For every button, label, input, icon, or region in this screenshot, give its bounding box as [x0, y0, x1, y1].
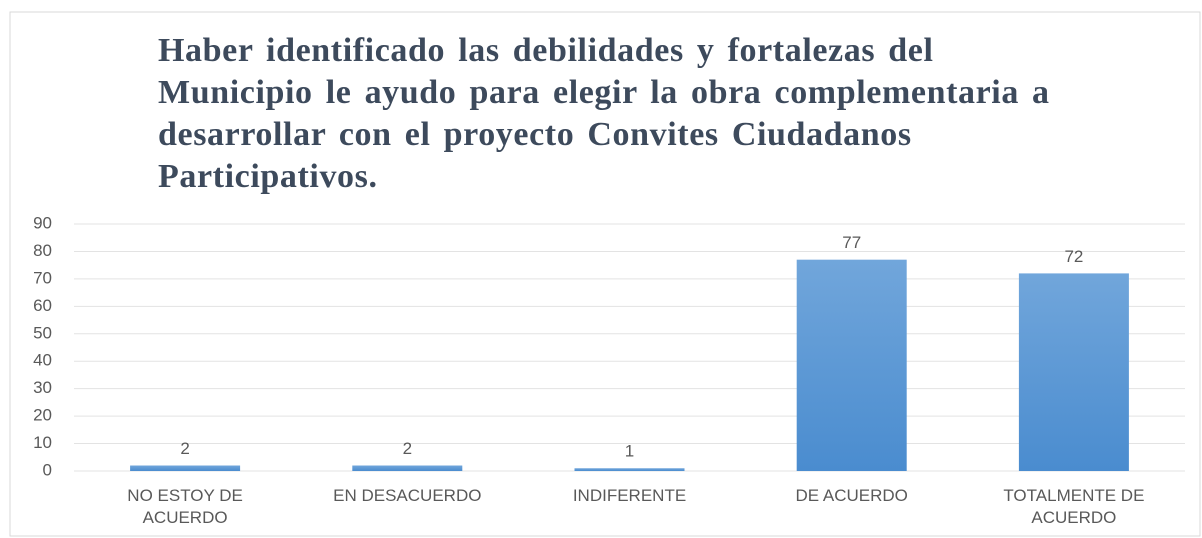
y-tick-label: 0 — [43, 460, 52, 479]
bar — [352, 465, 463, 471]
y-tick-label: 40 — [33, 351, 52, 370]
data-label: 2 — [403, 439, 412, 458]
bar — [130, 465, 241, 471]
y-tick-label: 90 — [33, 213, 52, 232]
x-tick-label: NO ESTOY DE ACUERDO — [127, 486, 243, 527]
data-label: 77 — [842, 233, 861, 252]
x-tick-label: INDIFERENTE — [572, 486, 687, 505]
data-label: 1 — [625, 442, 634, 461]
x-tick-label: TOTALMENTE DE ACUERDO — [1003, 486, 1145, 527]
chart-title: Haber identificado las debilidades y for… — [158, 32, 1050, 195]
bar — [574, 468, 685, 471]
x-tick-label: EN DESACUERDO — [333, 486, 482, 505]
y-tick-label: 10 — [33, 433, 52, 452]
y-tick-label: 80 — [33, 241, 52, 260]
data-label: 72 — [1064, 247, 1083, 266]
y-tick-label: 30 — [33, 378, 52, 397]
bar — [1018, 273, 1129, 471]
y-tick-label: 20 — [33, 406, 52, 425]
chart-border — [9, 11, 1201, 537]
bar — [796, 259, 907, 471]
data-label: 2 — [180, 439, 189, 458]
y-tick-label: 60 — [33, 296, 52, 315]
y-tick-label: 70 — [33, 268, 52, 287]
x-tick-label: DE ACUERDO — [795, 486, 908, 505]
y-tick-label: 50 — [33, 323, 52, 342]
